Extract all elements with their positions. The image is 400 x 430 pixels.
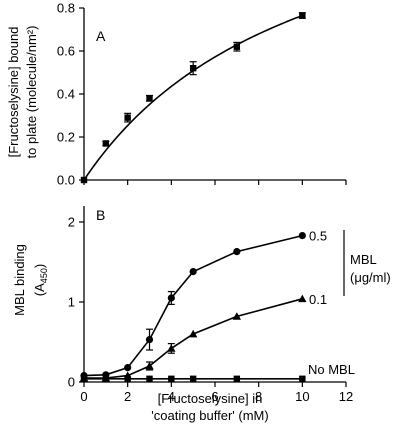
- panel-b-data-point: [145, 336, 154, 344]
- panel-b-x-tick-label: 6: [211, 389, 218, 404]
- panel-a-data-point: [102, 140, 110, 147]
- panel-a-data-point: [189, 65, 197, 72]
- panel-a-fit-curve: [83, 14, 303, 181]
- panel-a-ylabel-line1: [Fructoselysine] bound: [6, 27, 21, 158]
- panel-b-data-point: [167, 294, 175, 302]
- panel-b-x-tick-label: 10: [295, 389, 309, 404]
- panel-b-data-point: [233, 248, 241, 256]
- panel-b-y-tick-label: 2: [68, 215, 75, 230]
- panel-b-data-point: [167, 344, 176, 352]
- panel-a-data-point: [124, 114, 131, 121]
- legend-title-line1: MBL: [350, 252, 377, 267]
- panel-b-data-point: [146, 375, 153, 382]
- panel-b-data-point: [145, 361, 154, 370]
- panel-b-data-point: [299, 375, 306, 382]
- panel-a-y-tick-label: 0.8: [57, 1, 75, 16]
- panel-a-y-tick-label: 0.0: [57, 173, 75, 188]
- panel-b-letter: B: [96, 207, 105, 223]
- panel-b-data-point: [124, 364, 132, 372]
- panel-b-ylabel-subscript: 450: [39, 268, 49, 283]
- panel-b-data-point: [189, 375, 197, 382]
- panel-b-series-label: 0.1: [309, 292, 327, 307]
- panel-a-y-tick-label: 0.6: [57, 44, 75, 59]
- panel-b-x-tick-label: 8: [255, 389, 262, 404]
- panel-b-y-tick-label: 1: [68, 295, 75, 310]
- panel-b-series-label: No MBL: [308, 362, 355, 377]
- panel-b-ylabel-line1: MBL binding: [12, 244, 27, 316]
- panel-b-x-tick-label: 12: [339, 389, 353, 404]
- legend-title-line2: (μg/ml): [350, 270, 391, 285]
- panel-a: A [Fructoselysine] bound to plate (molec…: [6, 1, 347, 188]
- panel-b-x-tick-label: 2: [124, 389, 131, 404]
- panel-b-x-tick-label: 0: [80, 389, 87, 404]
- panel-a-y-tick-label: 0.4: [57, 87, 75, 102]
- panel-b-data-point: [298, 232, 306, 240]
- panel-b-data-point: [80, 375, 88, 382]
- panel-b-data-point: [232, 312, 242, 320]
- panel-b-data-point: [188, 329, 198, 338]
- panel-b-data-point: [233, 375, 241, 382]
- panel-b-series-line: [84, 298, 303, 379]
- panel-a-data-point: [80, 176, 88, 184]
- panel-a-data-point: [299, 12, 306, 19]
- panel-b-data-point: [298, 294, 307, 303]
- panel-b-data-point: [189, 268, 197, 276]
- panel-b-data-point: [168, 375, 175, 382]
- panel-b-ylabel-line2: (A450): [32, 264, 49, 296]
- panel-b-x-tick-label: 4: [168, 389, 175, 404]
- x-axis-title-line1: [Fructoselysine] in: [158, 391, 263, 406]
- panel-b-series-label: 0.5: [309, 229, 327, 244]
- panel-b-data-point: [124, 375, 131, 382]
- x-axis-title-line2: 'coating buffer' (mM): [151, 408, 268, 423]
- panel-b-data-point: [102, 375, 110, 382]
- panel-b-series-line: [83, 234, 303, 377]
- panel-a-ylabel-line2: to plate (molecule/nm²): [24, 26, 39, 159]
- panel-a-y-tick-label: 0.2: [57, 130, 75, 145]
- panel-a-data-point: [233, 43, 241, 50]
- panel-a-letter: A: [96, 28, 106, 44]
- panel-a-data-point: [146, 95, 153, 102]
- panel-b-y-tick-label: 0: [68, 375, 75, 390]
